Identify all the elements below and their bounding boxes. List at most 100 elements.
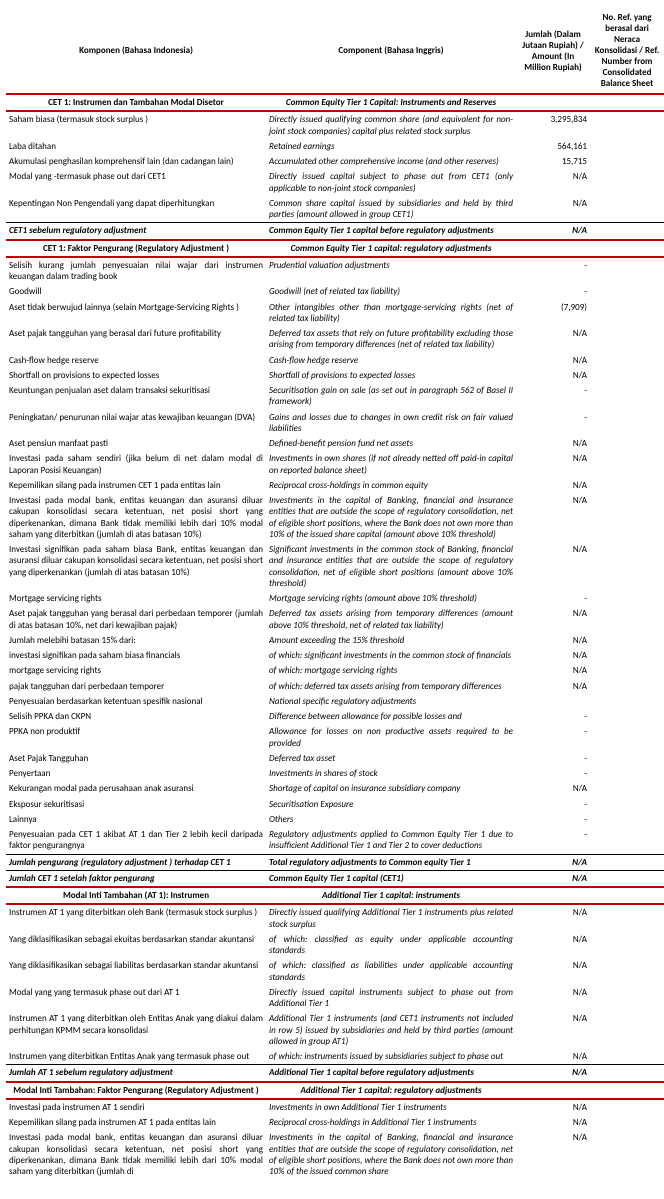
cell-komponen: PPKA non produktif [6, 724, 266, 751]
cell-amount: N/A [516, 1049, 590, 1065]
cell-ref [590, 111, 664, 139]
cell-component: Directly issued capital instruments subj… [266, 985, 516, 1012]
cell-amount: N/A [516, 169, 590, 196]
cell-component: Directly issued qualifying Additional Ti… [266, 904, 516, 932]
table-body: CET 1: Instrumen dan Tambahan Modal Dise… [6, 94, 664, 1179]
cell-component: Securitisation Exposure [266, 797, 516, 812]
table-row: Selisih kurang jumlah penyesuaian nilai … [6, 257, 664, 285]
cell-ref [590, 766, 664, 781]
cell-component: Retained earnings [266, 139, 516, 154]
cell-amount: N/A [516, 870, 590, 887]
table-row: PPKA non produktifAllowance for losses o… [6, 724, 664, 751]
cell-amount: (7,909) [516, 300, 590, 327]
table-row: Mortgage servicing rightsMortgage servic… [6, 591, 664, 606]
cell-component: Investments in shares of stock [266, 766, 516, 781]
cell-ref [590, 751, 664, 766]
table-row: Cash-flow hedge reserveCash-flow hedge r… [6, 353, 664, 368]
table-row: PenyertaanInvestments in shares of stock… [6, 766, 664, 781]
cell-ref [590, 870, 664, 887]
cell-komponen: Jumlah pengurang (regulatory adjustment … [6, 854, 266, 870]
cell-amount: 15,715 [516, 154, 590, 169]
cell-komponen: Aset tidak berwujud lainnya (selain Mort… [6, 300, 266, 327]
table-row: Penyesuaian berdasarkan ketentuan spesif… [6, 694, 664, 709]
cell-component: Deferred tax assets that rely on future … [266, 326, 516, 353]
cell-komponen: Aset pajak tangguhan yang berasal dari p… [6, 606, 266, 633]
cell-amount: N/A [516, 436, 590, 451]
cell-component: Investments in own Additional Tier 1 ins… [266, 1099, 516, 1115]
cell-komponen: Jumlah CET 1 setelah faktor pengurang [6, 870, 266, 887]
section-title-en: Additional Tier 1 capital: instruments [266, 887, 516, 904]
cell-component: Cash-flow hedge reserve [266, 353, 516, 368]
cell-komponen: Mortgage servicing rights [6, 591, 266, 606]
table-row: CET1 sebelum regulatory adjustmentCommon… [6, 223, 664, 240]
cell-komponen: Keuntungan penjualan aset dalam transaks… [6, 383, 266, 410]
table-row: Investasi pada saham sendiri (jika belum… [6, 451, 664, 478]
cell-component: of which: classified as liabilities unde… [266, 958, 516, 985]
cell-amount: N/A [516, 985, 590, 1012]
cell-komponen: mortgage servicing rights [6, 663, 266, 678]
cell-amount: N/A [516, 1011, 590, 1049]
cell-component: Accumulated other comprehensive income (… [266, 154, 516, 169]
cell-component: Common share capital issued by subsidiar… [266, 196, 516, 223]
cell-component: Significant investments in the common st… [266, 542, 516, 591]
cell-komponen: Selisih kurang jumlah penyesuaian nilai … [6, 257, 266, 285]
section-title-id: Modal Inti Tambahan (AT 1): Instrumen [6, 887, 266, 904]
cell-amount: N/A [516, 781, 590, 796]
cell-ref [590, 436, 664, 451]
cell-component: Prudential valuation adjustments [266, 257, 516, 285]
table-row: Instrumen yang diterbitkan Entitas Anak … [6, 1049, 664, 1065]
cell-amount: N/A [516, 932, 590, 959]
cell-component: Directly issued qualifying common share … [266, 111, 516, 139]
capital-disclosure-table: Komponen (Bahasa Indonesia) Component (B… [6, 8, 664, 1179]
cell-komponen: Penyesuaian berdasarkan ketentuan spesif… [6, 694, 266, 709]
cell-amount: - [516, 797, 590, 812]
cell-component: Mortgage servicing rights (amount above … [266, 591, 516, 606]
cell-amount: N/A [516, 451, 590, 478]
table-row: mortgage servicing rightsof which: mortg… [6, 663, 664, 678]
cell-komponen: Penyesuaian pada CET 1 akibat AT 1 dan T… [6, 827, 266, 854]
cell-amount: N/A [516, 478, 590, 493]
cell-component: of which: significant investments in the… [266, 648, 516, 663]
cell-ref [590, 694, 664, 709]
table-row: Aset pensiun manfaat pastiDefined-benefi… [6, 436, 664, 451]
cell-ref [590, 326, 664, 353]
cell-amount: - [516, 410, 590, 437]
cell-amount: 564,161 [516, 139, 590, 154]
table-row: Kepemilikan silang pada instrumen AT 1 p… [6, 1115, 664, 1130]
cell-komponen: Jumlah AT 1 sebelum regulatory adjustmen… [6, 1065, 266, 1082]
section-title-en: Additional Tier 1 capital: regulatory ad… [266, 1082, 516, 1099]
cell-component: Regulatory adjustments applied to Common… [266, 827, 516, 854]
table-row: Jumlah melebihi batasan 15% dari:Amount … [6, 633, 664, 648]
table-row: Jumlah AT 1 sebelum regulatory adjustmen… [6, 1065, 664, 1082]
cell-component: Investments in the capital of Banking, f… [266, 1130, 516, 1179]
cell-ref [590, 353, 664, 368]
table-row: Investasi signifikan pada saham biasa Ba… [6, 542, 664, 591]
cell-komponen: Investasi pada modal bank, entitas keuan… [6, 493, 266, 542]
cell-ref [590, 223, 664, 240]
cell-component: Shortfall of provisions to expected loss… [266, 368, 516, 383]
cell-amount: N/A [516, 1065, 590, 1082]
table-row: Modal Inti Tambahan: Faktor Pengurang (R… [6, 1082, 664, 1099]
cell-komponen: CET1 sebelum regulatory adjustment [6, 223, 266, 240]
cell-amount: 3,295,834 [516, 111, 590, 139]
cell-component: Deferred tax assets arising from tempora… [266, 606, 516, 633]
cell-komponen: Kepemilikan silang pada instrumen CET 1 … [6, 478, 266, 493]
cell-component: Reciprocal cross-holdings in common equi… [266, 478, 516, 493]
table-row: Yang diklasifikasikan sebagai ekuitas be… [6, 932, 664, 959]
cell-ref [590, 1099, 664, 1115]
cell-komponen: Investasi pada instrumen AT 1 sendiri [6, 1099, 266, 1115]
section-title-en: Common Equity Tier 1 capital: regulatory… [266, 240, 516, 257]
cell-amount: N/A [516, 958, 590, 985]
cell-component: Directly issued capital subject to phase… [266, 169, 516, 196]
cell-komponen: Selisih PPKA dan CKPN [6, 709, 266, 724]
table-row: GoodwillGoodwill (net of related tax lia… [6, 284, 664, 299]
table-header: Komponen (Bahasa Indonesia) Component (B… [6, 8, 664, 94]
cell-amount: - [516, 284, 590, 299]
table-row: investasi signifikan pada saham biasa fi… [6, 648, 664, 663]
cell-komponen: Eksposur sekuritisasi [6, 797, 266, 812]
cell-komponen: Aset pajak tangguhan yang berasal dari f… [6, 326, 266, 353]
cell-amount: N/A [516, 493, 590, 542]
cell-component: National specific regulatory adjustments [266, 694, 516, 709]
cell-ref [590, 257, 664, 285]
cell-component: Goodwill (net of related tax liability) [266, 284, 516, 299]
